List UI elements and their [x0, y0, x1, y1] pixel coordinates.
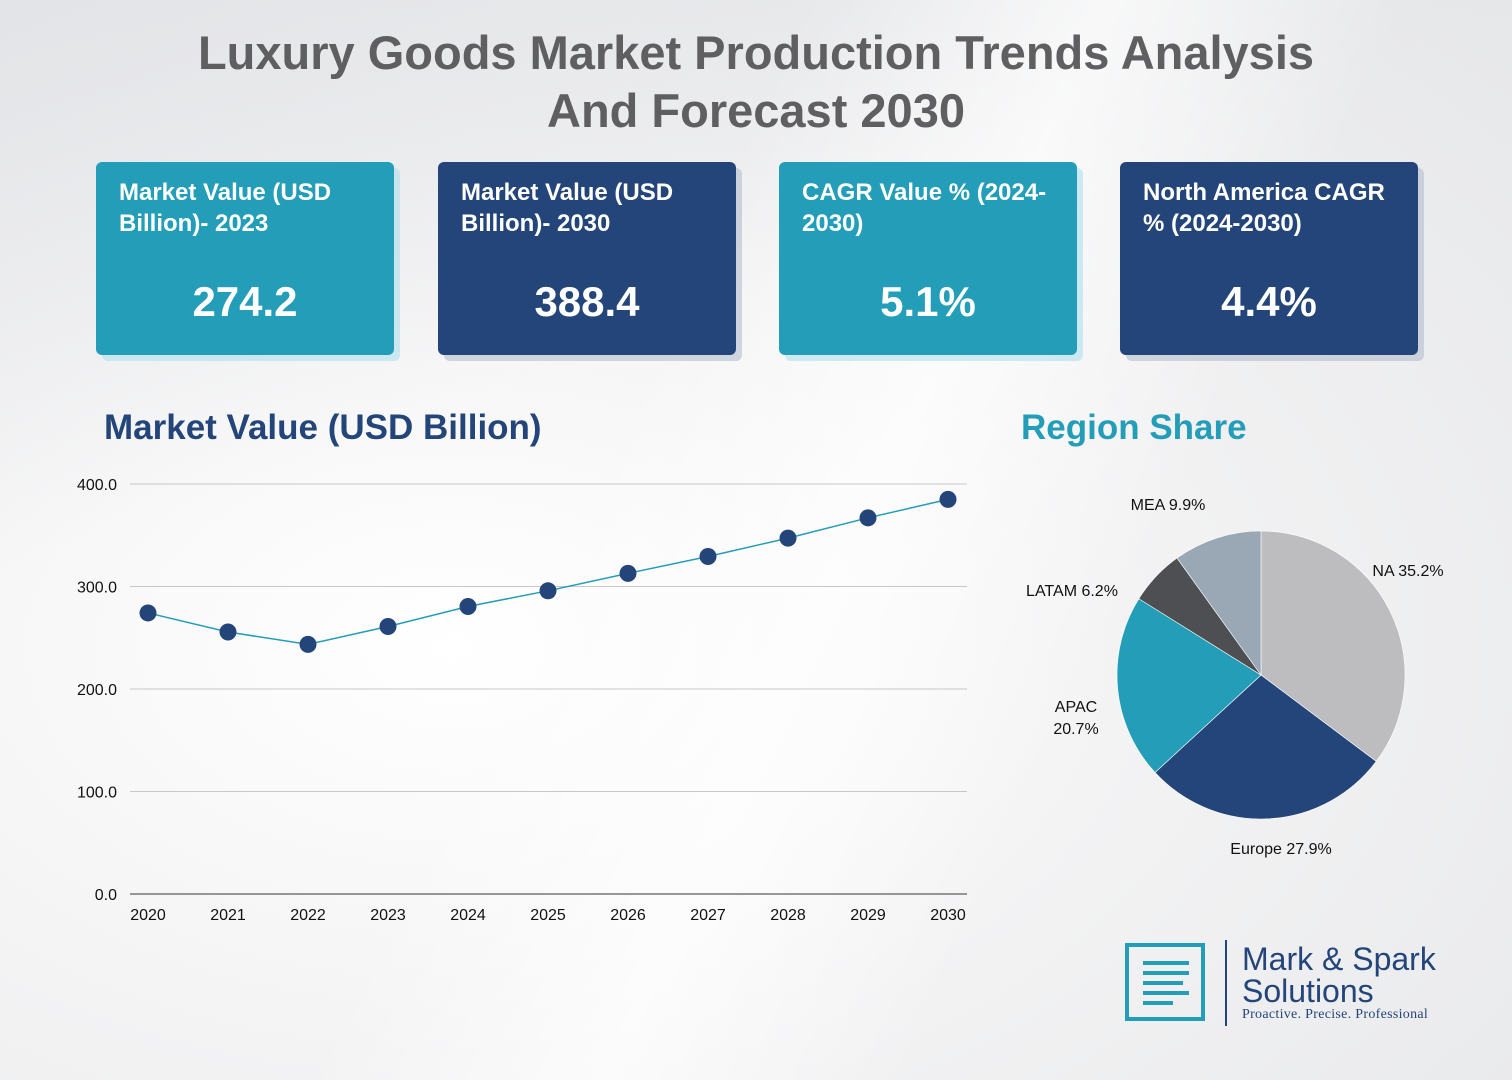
- y-tick-label: 200.0: [77, 682, 117, 699]
- kpi-card-value: 274.2: [192, 278, 298, 325]
- data-point: [299, 635, 317, 653]
- data-point: [859, 509, 877, 527]
- kpi-card-cagr: CAGR Value % (2024-2030) 5.1%: [779, 162, 1077, 355]
- kpi-card-label: CAGR Value % (2024-2030): [802, 179, 1047, 237]
- pie-label: APAC: [1055, 699, 1097, 716]
- x-tick-label: 2020: [130, 907, 166, 924]
- data-point: [459, 597, 477, 615]
- x-tick-label: 2026: [610, 907, 646, 924]
- pie-slice: [1260, 530, 1406, 762]
- kpi-card-label: Market Value (USD Billion)- 2030: [461, 179, 674, 237]
- pie-label: MEA 9.9%: [1131, 497, 1206, 514]
- pie-label: NA 35.2%: [1372, 563, 1443, 580]
- x-tick-label: 2021: [210, 907, 246, 924]
- data-point: [379, 617, 397, 635]
- kpi-card-label: North America CAGR % (2024-2030): [1143, 179, 1385, 237]
- kpi-card-value: 4.4%: [1221, 278, 1317, 325]
- data-point: [779, 529, 797, 547]
- y-tick-label: 300.0: [77, 580, 117, 597]
- data-point: [139, 604, 157, 622]
- company-logo: Mark & Spark Solutions Proactive. Precis…: [1125, 940, 1495, 1030]
- region-share-pie-chart: NA 35.2% Europe 27.9% APAC 20.7% LATAM 6.2% M…: [1026, 497, 1444, 858]
- kpi-card-value: 5.1%: [880, 278, 976, 325]
- pie-label: LATAM 6.2%: [1026, 583, 1118, 600]
- logo-divider: [1225, 940, 1227, 1026]
- logo-tagline: Proactive. Precise. Professional: [1242, 1007, 1429, 1022]
- market-value-line-chart: 0.0 100.0 200.0 300.0 400.0 2020 2021 2022 2023 2…: [77, 477, 967, 924]
- logo-name: Mark & Spark Solutions: [1242, 941, 1436, 1009]
- kpi-card-value: 388.4: [534, 278, 640, 325]
- page-title: Luxury Goods Market Production Trends An…: [197, 26, 1315, 137]
- pie-chart-title: Region Share: [1021, 408, 1247, 447]
- x-tick-label: 2028: [770, 907, 806, 924]
- data-point: [219, 623, 237, 641]
- series-line: [147, 498, 949, 646]
- data-point: [539, 582, 557, 600]
- pie-label: 20.7%: [1053, 721, 1098, 738]
- kpi-card-label: Market Value (USD Billion)- 2023: [119, 179, 332, 237]
- x-tick-label: 2027: [690, 907, 726, 924]
- line-chart-title: Market Value (USD Billion): [104, 408, 542, 447]
- x-tick-label: 2024: [450, 907, 486, 924]
- y-tick-label: 0.0: [95, 887, 117, 904]
- logo-document-icon: [1125, 943, 1205, 1021]
- kpi-card-market-value-2030: Market Value (USD Billion)- 2030 388.4: [438, 162, 736, 355]
- y-tick-label: 100.0: [77, 785, 117, 802]
- data-point: [939, 490, 957, 508]
- kpi-card-market-value-2023: Market Value (USD Billion)- 2023 274.2: [96, 162, 394, 355]
- kpi-card-na-cagr: North America CAGR % (2024-2030) 4.4%: [1120, 162, 1418, 355]
- y-tick-label: 400.0: [77, 477, 117, 494]
- x-tick-label: 2025: [530, 907, 566, 924]
- pie-slice: [1176, 530, 1262, 676]
- pie-slice: [1154, 674, 1377, 820]
- data-point: [619, 564, 637, 582]
- pie-slice: [1116, 598, 1262, 773]
- x-tick-label: 2029: [850, 907, 886, 924]
- pie-label: Europe 27.9%: [1230, 841, 1331, 858]
- x-tick-label: 2023: [370, 907, 406, 924]
- data-point: [699, 547, 717, 565]
- x-tick-label: 2022: [290, 907, 326, 924]
- x-tick-label: 2030: [930, 907, 966, 924]
